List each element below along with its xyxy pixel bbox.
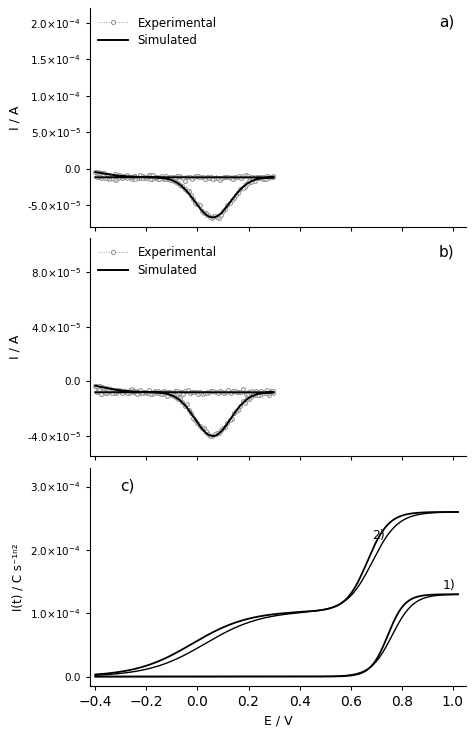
Text: b): b)	[439, 244, 455, 260]
Text: a): a)	[439, 15, 455, 30]
Legend: Experimental, Simulated: Experimental, Simulated	[96, 14, 219, 50]
Y-axis label: I(t) / C s⁻¹ⁿ²: I(t) / C s⁻¹ⁿ²	[12, 543, 25, 611]
Legend: Experimental, Simulated: Experimental, Simulated	[96, 244, 219, 279]
Text: 2): 2)	[373, 528, 385, 542]
Text: c): c)	[120, 478, 135, 494]
Text: 1): 1)	[443, 579, 456, 592]
Y-axis label: I / A: I / A	[9, 335, 21, 359]
Y-axis label: I / A: I / A	[9, 105, 21, 130]
X-axis label: E / V: E / V	[264, 715, 292, 728]
